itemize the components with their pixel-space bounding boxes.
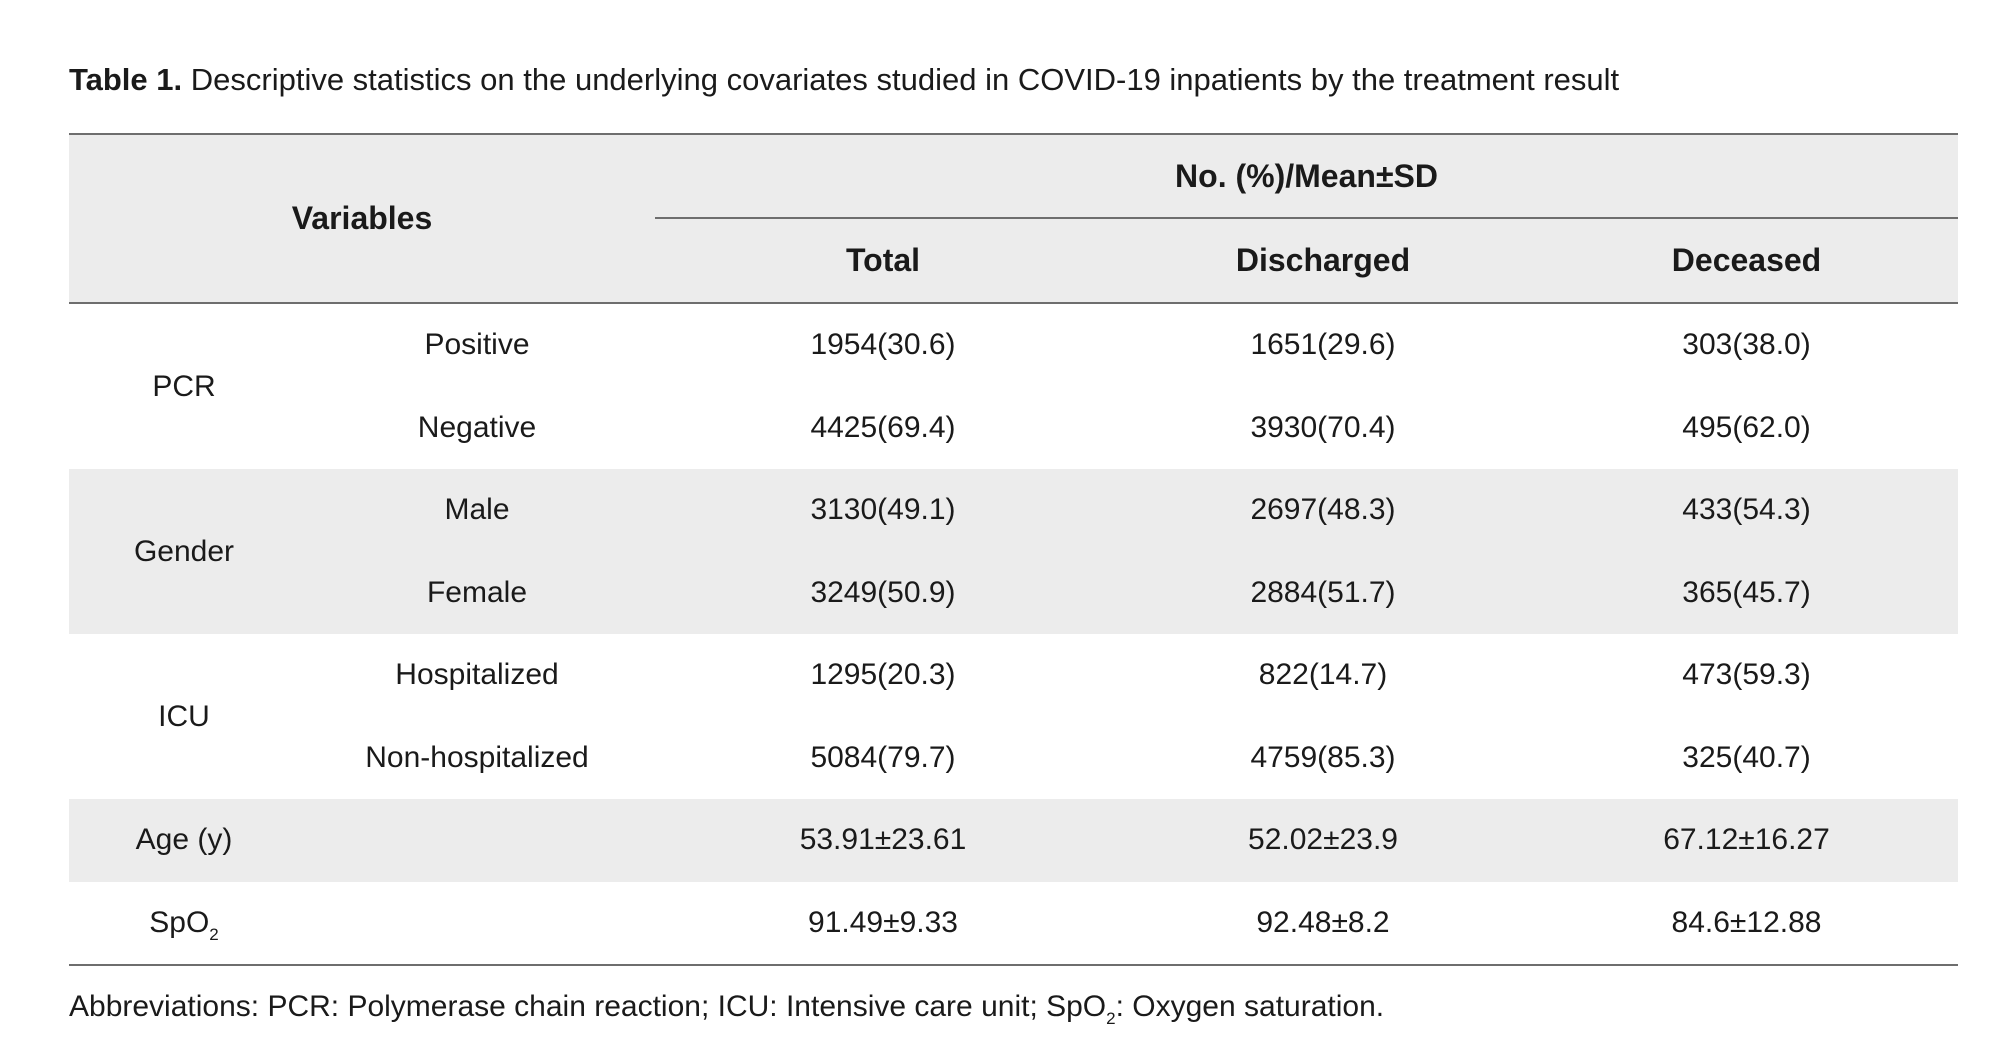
header-discharged: Discharged (1111, 218, 1535, 304)
table-row: Age (y) 53.91±23.61 52.02±23.9 67.12±16.… (69, 799, 1958, 882)
cell-total: 5084(79.7) (810, 740, 956, 774)
spo2-label: SpO (149, 905, 210, 939)
table-body: PCR Positive 1954(30.6) 1651(29.6) 303(3… (69, 303, 1958, 966)
cell-deceased: 365(45.7) (1535, 551, 1958, 634)
cell-discharged: 2697(48.3) (1111, 469, 1535, 552)
header-deceased: Deceased (1535, 218, 1958, 304)
header-variables: Variables (69, 133, 655, 304)
cell-total: 3130(49.1) (655, 469, 1111, 552)
row-group-gender: Gender (69, 469, 299, 634)
cell-discharged: 4759(85.3) (1250, 740, 1396, 774)
table-row: Gender Male 3130(49.1) 2697(48.3) 433(54… (69, 469, 1958, 634)
row-group-spo2: SpO2 (69, 881, 299, 966)
cell-deceased: 84.6±12.88 (1535, 881, 1958, 966)
cell-discharged: 52.02±23.9 (1111, 799, 1535, 882)
statistics-table: Variables No. (%)/Mean±SD Total Discharg… (69, 133, 1958, 966)
row-group-age: Age (y) (69, 799, 299, 882)
row-label: Negative (417, 410, 537, 444)
cell-discharged: 3930(70.4) (1250, 410, 1396, 444)
table-row: ICU Hospitalized 1295(20.3) 822(14.7) 47… (69, 634, 1958, 732)
row-label: Non-hospitalized (365, 740, 589, 774)
row-label-empty (299, 881, 655, 966)
cell-total: 4425(69.4) (810, 410, 956, 444)
cell-deceased: 325(40.7) (1682, 740, 1811, 774)
footnote-text-end: : Oxygen saturation. (1115, 990, 1385, 1023)
cell-discharged: 822(14.7) (1258, 658, 1388, 692)
cell-discharged: 1651(29.6) (1250, 328, 1396, 362)
row-label-empty (299, 799, 655, 882)
cell-total: 1295(20.3) (810, 658, 956, 692)
cell-deceased: 303(38.0) (1682, 328, 1811, 362)
footnote-text: Abbreviations: PCR: Polymerase chain rea… (69, 990, 1107, 1023)
row-group-pcr: PCR (152, 369, 216, 403)
cell-deceased: 495(62.0) (1682, 410, 1811, 444)
table-row: Female 3249(50.9) 2884(51.7) 365(45.7) (69, 551, 1958, 634)
cell-deceased: 67.12±16.27 (1535, 799, 1958, 882)
header-total: Total (655, 218, 1111, 304)
row-group-icu: ICU (158, 699, 210, 733)
caption-text: Descriptive statistics on the underlying… (182, 62, 1620, 97)
row-label: Positive (424, 328, 530, 362)
header-group: No. (%)/Mean±SD (655, 133, 1958, 219)
row-label: Hospitalized (395, 658, 559, 692)
cell-total: 3249(50.9) (655, 551, 1111, 634)
cell-discharged: 92.48±8.2 (1111, 881, 1535, 966)
footnote-subscript: 2 (1106, 1009, 1116, 1028)
cell-total: 91.49±9.33 (655, 881, 1111, 966)
row-label: Female (299, 551, 655, 634)
table-row: Negative 4425(69.4) 3930(70.4) 495(62.0) (69, 387, 1958, 470)
cell-deceased: 433(54.3) (1535, 469, 1958, 552)
caption-label: Table 1. (69, 62, 183, 97)
cell-total: 1954(30.6) (810, 328, 956, 362)
cell-discharged: 2884(51.7) (1111, 551, 1535, 634)
cell-total: 53.91±23.61 (655, 799, 1111, 882)
table-caption: Table 1. Descriptive statistics on the u… (69, 58, 1619, 102)
table-header: Variables No. (%)/Mean±SD Total Discharg… (69, 133, 1958, 304)
table-row: SpO2 91.49±9.33 92.48±8.2 84.6±12.88 (69, 881, 1958, 966)
cell-deceased: 473(59.3) (1682, 658, 1811, 692)
row-label: Male (299, 469, 655, 552)
table-row: PCR Positive 1954(30.6) 1651(29.6) 303(3… (69, 303, 1958, 402)
table-footnote: Abbreviations: PCR: Polymerase chain rea… (69, 985, 1384, 1029)
table-row: Non-hospitalized 5084(79.7) 4759(85.3) 3… (69, 717, 1958, 800)
spo2-subscript: 2 (209, 924, 219, 944)
